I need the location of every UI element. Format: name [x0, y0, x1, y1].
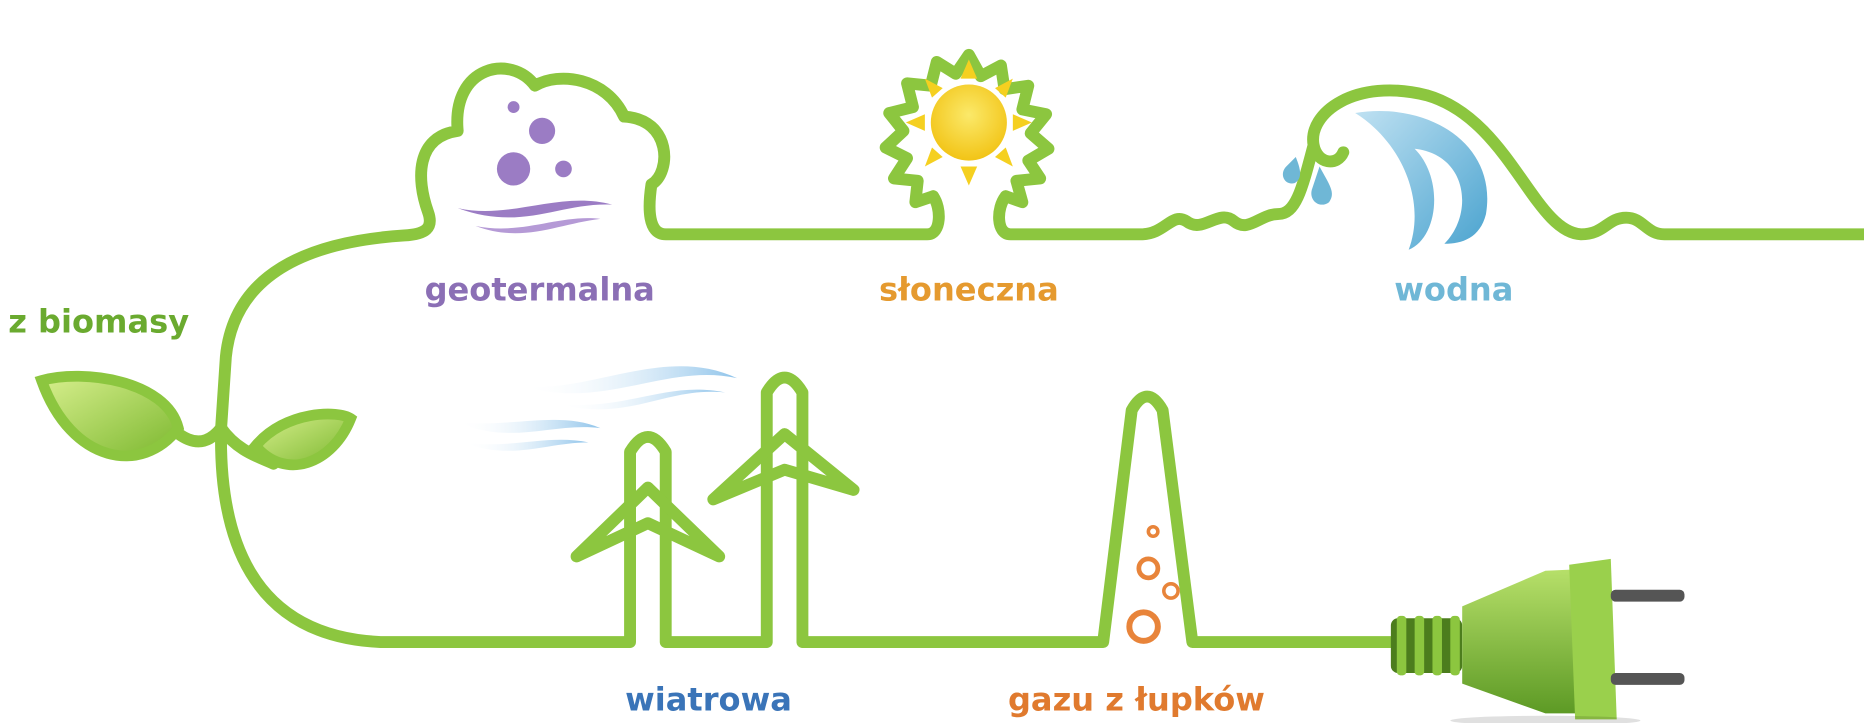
energy-diagram: z biomasy geotermalna słoneczna wodna wi…: [0, 0, 1864, 723]
cable: [143, 55, 1864, 642]
label: wodna: [1394, 270, 1513, 308]
leaf-left: [42, 376, 179, 456]
turbine-blades: [577, 434, 854, 556]
label: gazu z łupków: [1008, 680, 1265, 718]
label: z biomasy: [8, 302, 189, 340]
page: {"labels": ["z biomasy", "geotermalna", …: [0, 0, 1864, 723]
geothermal-icon: [458, 101, 613, 233]
gas-icon: [1129, 527, 1178, 641]
wind-icon: [458, 366, 737, 451]
label: geotermalna: [425, 270, 655, 308]
label: słoneczna: [879, 270, 1059, 308]
plug-icon: [1391, 559, 1685, 723]
leaf-right: [256, 414, 351, 465]
sun-icon: [906, 60, 1032, 186]
label: wiatrowa: [625, 680, 792, 718]
